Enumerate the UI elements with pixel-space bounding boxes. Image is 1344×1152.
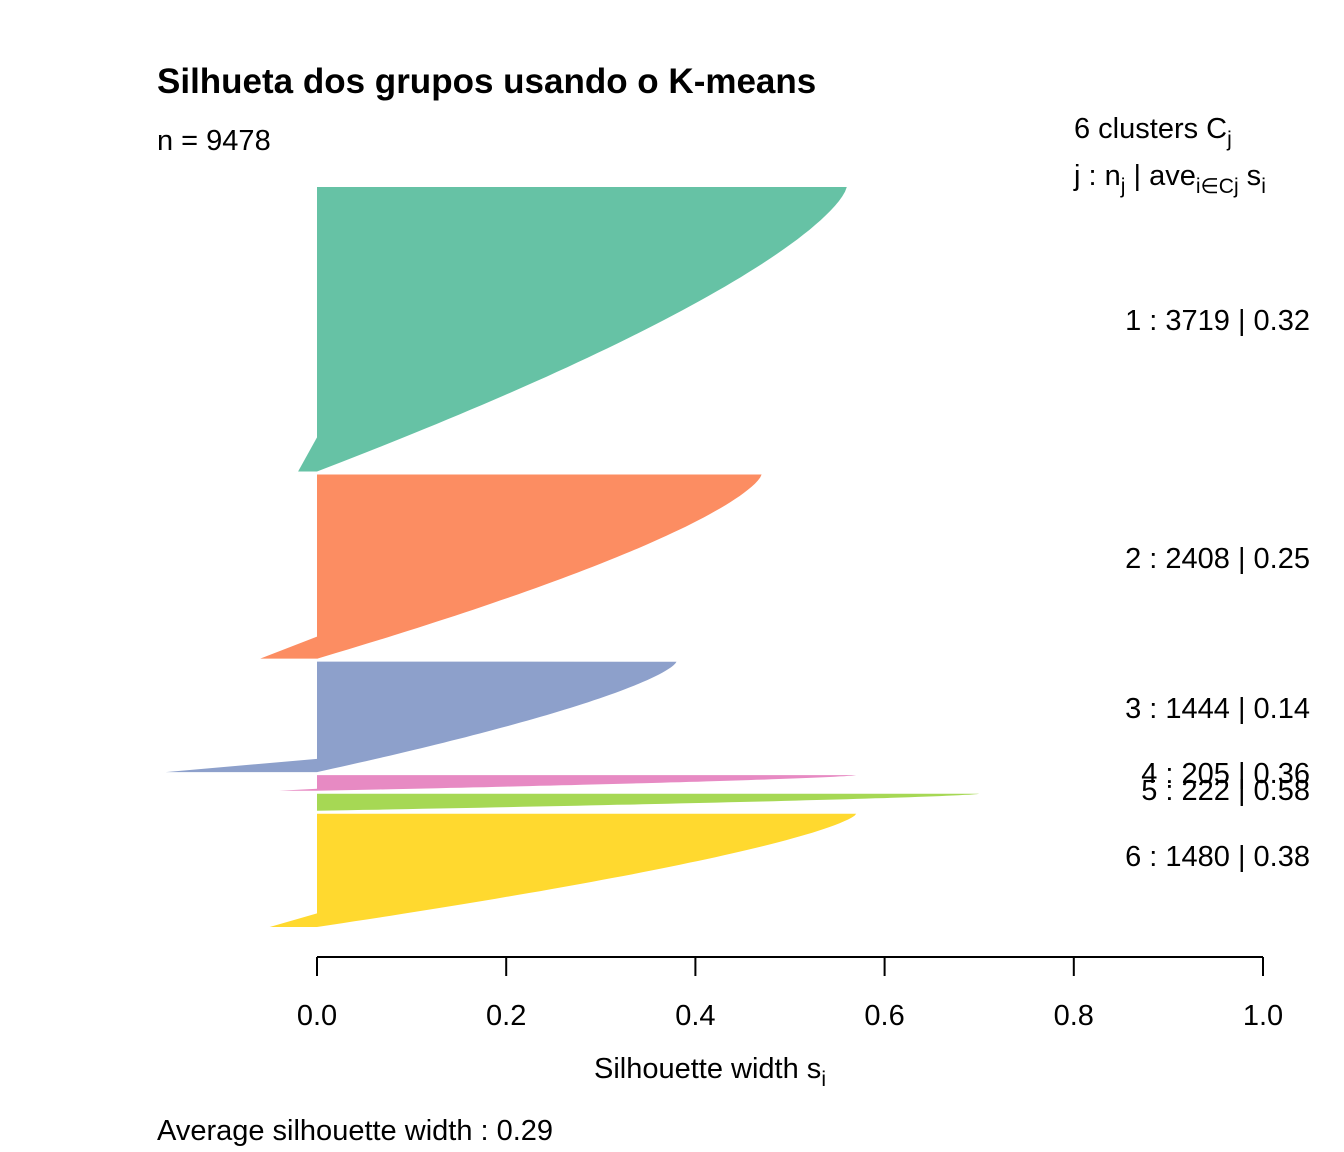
cluster-3-negative-tail [165,758,317,773]
cluster-3-bar [317,661,677,773]
legend-j: j : n [1073,160,1121,192]
cluster-1-bar [317,187,847,472]
cluster-2-negative-tail [260,636,317,659]
legend-ave: | ave [1125,160,1195,192]
cluster-2-label: 2 : 2408 | 0.25 [1125,543,1310,575]
clusters-header: 6 clusters Cj [1074,113,1232,151]
legend-j-sub: j [1120,175,1126,198]
cluster-2-bar [317,474,762,659]
x-tick-label: 0.6 [864,1000,904,1032]
clusters-header-sub: j [1226,128,1232,151]
cluster-3-label: 3 : 1444 | 0.14 [1125,693,1310,725]
cluster-1-negative-tail [298,437,317,472]
x-axis-label: Silhouette width si [594,1053,826,1091]
cluster-labels: 1 : 3719 | 0.32 2 : 2408 | 0.25 3 : 1444 |… [1125,305,1310,873]
chart-title: Silhueta dos grupos usando o K-means [157,62,816,101]
cluster-4-bar [317,775,857,791]
x-axis-label-text: Silhouette width s [594,1053,821,1085]
cluster-5-label: 5 : 222 | 0.58 [1141,775,1310,807]
clusters-header-text: 6 clusters C [1074,113,1227,145]
legend-s: s [1239,160,1262,192]
x-tick-label: 0.2 [486,1000,526,1032]
cluster-5-bar [317,793,980,811]
legend-s-sub: i [1261,175,1266,198]
cluster-6-bar [317,813,857,927]
x-axis-label-sub: i [821,1068,826,1091]
x-tick-label: 0.4 [675,1000,715,1032]
x-tick-label: 0.0 [297,1000,337,1032]
cluster-6-negative-tail [269,913,317,927]
silhouette-bars [165,187,980,927]
x-tick-label: 0.8 [1054,1000,1094,1032]
legend-header: j : nj | avei∈Cj si [1073,160,1266,198]
cluster-4-label: 4 : 205 | 0.36 [1141,758,1310,790]
legend-ave-sub: i∈Cj [1196,175,1239,198]
n-label: n = 9478 [157,125,271,157]
cluster-4-negative-tail [279,788,317,791]
x-axis: 0.0 0.2 0.4 0.6 0.8 1.0 [297,956,1283,1032]
x-tick-label: 1.0 [1243,1000,1283,1032]
footer-average: Average silhouette width : 0.29 [157,1115,553,1147]
cluster-6-label: 6 : 1480 | 0.38 [1125,841,1310,873]
cluster-1-label: 1 : 3719 | 0.32 [1125,305,1310,337]
